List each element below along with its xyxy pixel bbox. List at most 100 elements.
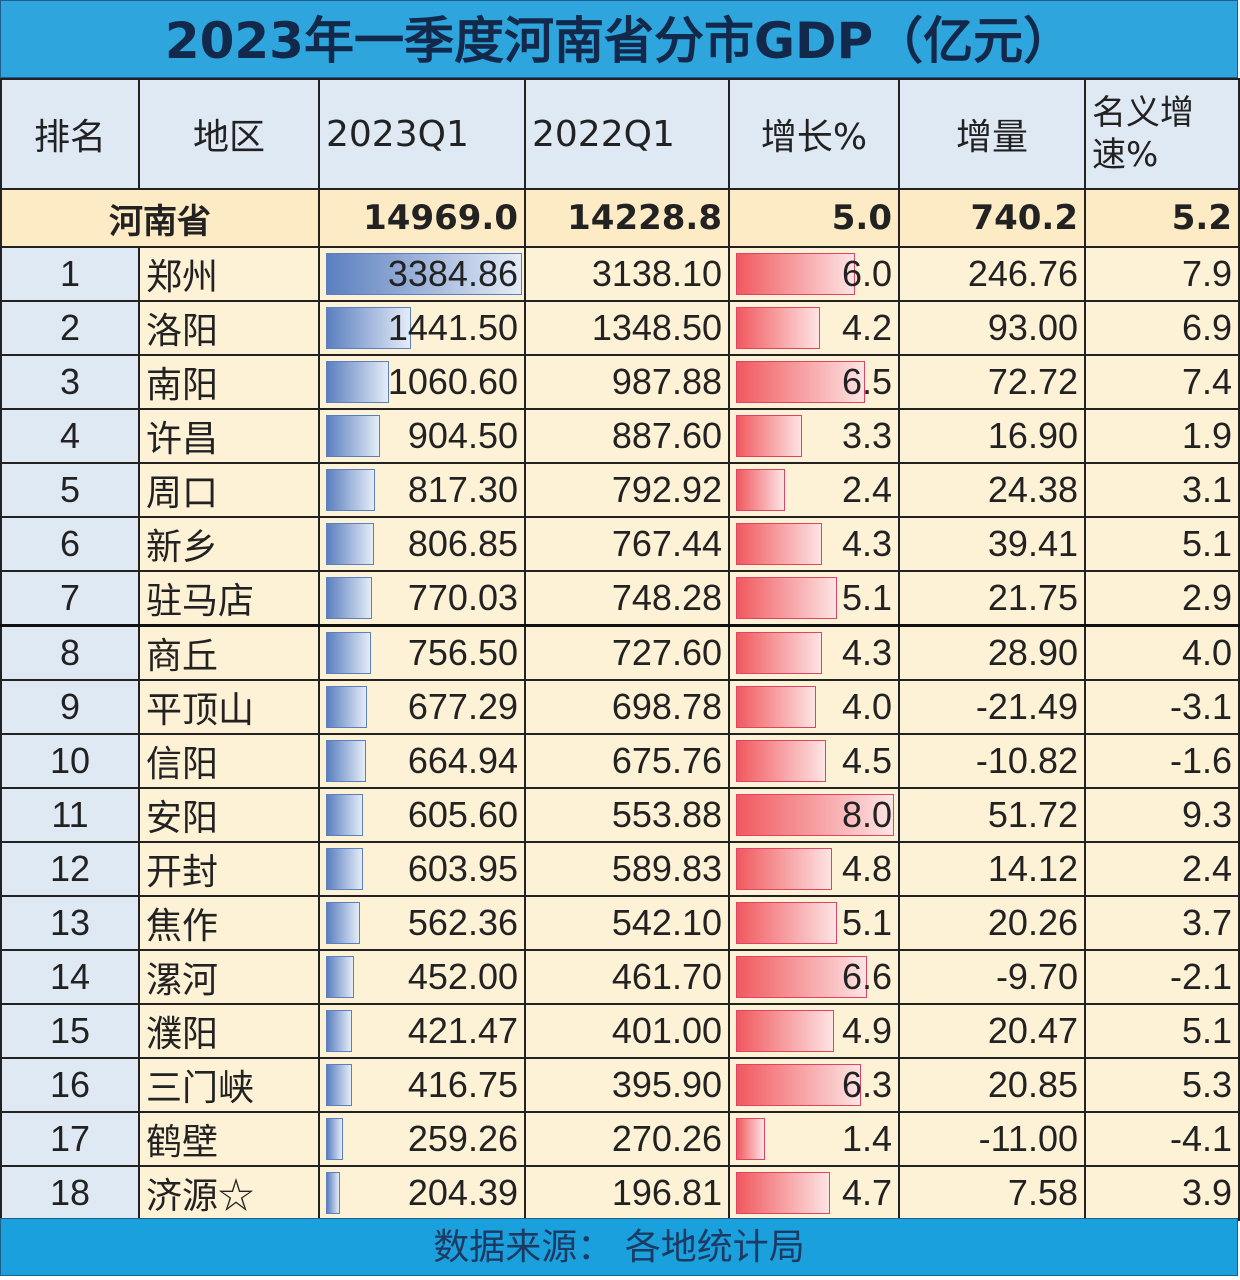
nominal-growth-cell: 3.9 [1084, 1165, 1240, 1221]
growth-cell: 4.5 [728, 733, 900, 789]
city-cell-value: 开封 [146, 851, 219, 892]
header-rank: 排名 [0, 78, 140, 190]
growth-data-bar [736, 686, 816, 728]
gdp-data-bar [326, 415, 380, 457]
gdp-data-bar [326, 523, 375, 565]
gdp-2022q1-cell: 767.44 [524, 516, 730, 572]
table-row: 18 济源☆ 204.39 196.81 4.7 7.58 3.9 [0, 1165, 1240, 1221]
increment-cell: 20.85 [898, 1057, 1086, 1113]
rank-cell-value: 6 [59, 523, 81, 564]
gdp-2022q1-cell-value: 1348.50 [591, 307, 722, 348]
increment-cell-value: -11.00 [978, 1118, 1078, 1159]
growth-cell-value: 6.3 [841, 1064, 892, 1105]
rank-cell: 9 [0, 679, 140, 735]
gdp-2023q1-cell: 421.47 [318, 1003, 526, 1059]
nominal-growth-cell-value: 9.3 [1181, 794, 1232, 835]
gdp-2023q1-cell: 204.39 [318, 1165, 526, 1221]
increment-cell-value: 246.76 [967, 253, 1078, 294]
city-cell-value: 郑州 [146, 256, 219, 297]
province-row: 河南省 14969.0 14228.8 5.0 740.2 5.2 [0, 188, 1240, 248]
nominal-growth-cell: 4.0 [1084, 624, 1240, 681]
gdp-2022q1-cell: 987.88 [524, 354, 730, 410]
province-name: 河南省 [0, 188, 320, 248]
city-cell: 濮阳 [138, 1003, 320, 1059]
rank-cell-value: 5 [59, 469, 81, 510]
nominal-growth-cell: 7.9 [1084, 246, 1240, 302]
header-row: 排名 地区 2023Q1 2022Q1 增长% 增量 名义增速% [0, 78, 1240, 190]
rank-cell: 1 [0, 246, 140, 302]
city-cell: 鹤壁 [138, 1111, 320, 1167]
growth-cell: 4.0 [728, 679, 900, 735]
nominal-growth-cell-value: 3.7 [1181, 902, 1232, 943]
data-source-footer: 数据来源： 各地统计局 [0, 1218, 1238, 1276]
growth-cell: 8.0 [728, 787, 900, 843]
gdp-2023q1-cell-value: 3384.86 [387, 253, 518, 294]
nominal-growth-cell-value: -4.1 [1169, 1118, 1232, 1159]
table-row: 10 信阳 664.94 675.76 4.5 -10.82 -1.6 [0, 733, 1240, 789]
city-cell: 洛阳 [138, 300, 320, 356]
city-cell: 新乡 [138, 516, 320, 572]
gdp-2022q1-cell-value: 196.81 [611, 1172, 722, 1213]
gdp-2022q1-cell-value: 401.00 [611, 1010, 722, 1051]
growth-cell: 5.1 [728, 895, 900, 951]
increment-cell: 20.26 [898, 895, 1086, 951]
gdp-2023q1-cell: 605.60 [318, 787, 526, 843]
city-cell-value: 漯河 [146, 959, 219, 1000]
rank-cell-value: 12 [49, 848, 91, 889]
nominal-growth-cell-value: 5.1 [1181, 1010, 1232, 1051]
gdp-2022q1-cell: 675.76 [524, 733, 730, 789]
growth-cell-value: 4.2 [841, 307, 892, 348]
growth-cell: 2.4 [728, 462, 900, 518]
city-cell-value: 三门峡 [146, 1067, 255, 1108]
rank-cell-value: 16 [49, 1064, 91, 1105]
increment-cell-value: 24.38 [987, 469, 1078, 510]
gdp-data-bar [326, 1118, 343, 1160]
rank-cell-value: 13 [49, 902, 91, 943]
gdp-2022q1-cell-value: 698.78 [611, 686, 722, 727]
gdp-2023q1-cell: 416.75 [318, 1057, 526, 1113]
nominal-growth-cell: 2.4 [1084, 841, 1240, 897]
table-row: 15 濮阳 421.47 401.00 4.9 20.47 5.1 [0, 1003, 1240, 1059]
increment-cell: -21.49 [898, 679, 1086, 735]
city-cell-value: 鹤壁 [146, 1121, 219, 1162]
increment-cell: 39.41 [898, 516, 1086, 572]
gdp-2022q1-cell-value: 748.28 [611, 577, 722, 618]
gdp-data-bar [326, 361, 389, 403]
rank-cell-value: 17 [49, 1118, 91, 1159]
city-cell: 南阳 [138, 354, 320, 410]
increment-cell-value: 93.00 [987, 307, 1078, 348]
growth-data-bar [736, 523, 822, 565]
rank-cell: 2 [0, 300, 140, 356]
gdp-2022q1-cell: 698.78 [524, 679, 730, 735]
gdp-2023q1-cell: 3384.86 [318, 246, 526, 302]
growth-cell: 5.1 [728, 570, 900, 627]
gdp-2023q1-cell-value: 452.00 [407, 956, 518, 997]
gdp-2022q1-cell-value: 542.10 [611, 902, 722, 943]
gdp-data-bar [326, 1010, 353, 1052]
gdp-2023q1-cell-value: 603.95 [407, 848, 518, 889]
gdp-2023q1-cell-value: 259.26 [407, 1118, 518, 1159]
growth-cell: 3.3 [728, 408, 900, 464]
city-cell-value: 信阳 [146, 743, 219, 784]
rank-cell: 16 [0, 1057, 140, 1113]
growth-cell-value: 6.5 [841, 361, 892, 402]
increment-cell-value: 39.41 [987, 523, 1078, 564]
nominal-growth-cell-value: 7.4 [1181, 361, 1232, 402]
header-2023q1: 2023Q1 [318, 78, 526, 190]
gdp-2023q1-cell-value: 677.29 [407, 686, 518, 727]
nominal-growth-cell: 5.1 [1084, 1003, 1240, 1059]
gdp-2023q1-cell-value: 416.75 [407, 1064, 518, 1105]
increment-cell-value: 7.58 [1007, 1172, 1078, 1213]
gdp-2022q1-cell-value: 987.88 [611, 361, 722, 402]
gdp-data-bar [326, 1172, 340, 1214]
nominal-growth-cell: 2.9 [1084, 570, 1240, 627]
increment-cell: 93.00 [898, 300, 1086, 356]
growth-cell-value: 5.1 [841, 902, 892, 943]
rank-cell-value: 4 [59, 415, 81, 456]
nominal-growth-cell: -3.1 [1084, 679, 1240, 735]
gdp-2023q1-cell: 664.94 [318, 733, 526, 789]
table-row: 12 开封 603.95 589.83 4.8 14.12 2.4 [0, 841, 1240, 897]
nominal-growth-cell-value: 2.4 [1181, 848, 1232, 889]
growth-cell: 4.9 [728, 1003, 900, 1059]
increment-cell-value: 16.90 [987, 415, 1078, 456]
